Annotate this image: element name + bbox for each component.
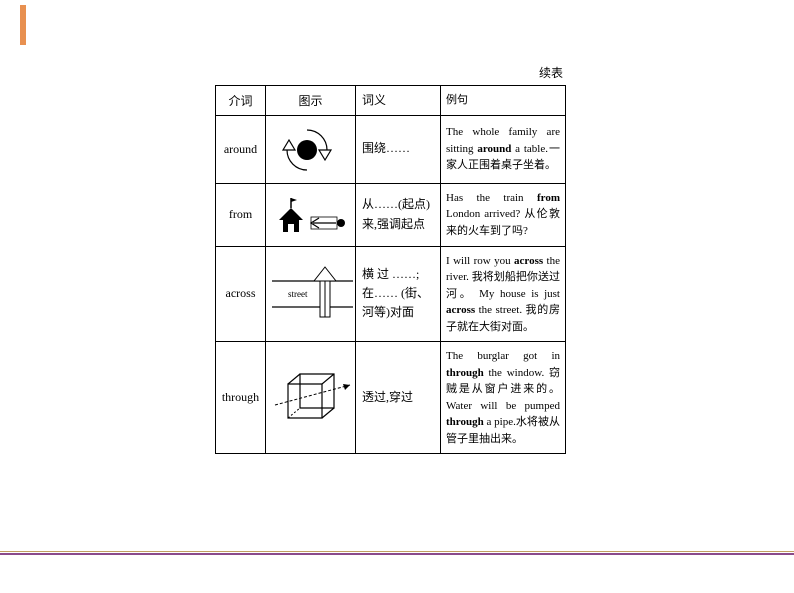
header-example: 例句: [441, 86, 566, 116]
street-label: street: [288, 289, 308, 299]
table-row: through 透过,穿过: [216, 342, 566, 454]
table-container: 续表 介词 图示 词义 例句 around 围绕: [215, 64, 565, 454]
continued-label: 续表: [215, 64, 565, 81]
prep-cell: around: [216, 115, 266, 183]
table-header-row: 介词 图示 词义 例句: [216, 86, 566, 116]
table-row: across street 横 过 ……; 在…… (街、河等)对面 I wil…: [216, 246, 566, 342]
example-cell-around: The whole family are sitting around a ta…: [441, 115, 566, 183]
header-meaning: 词义: [356, 86, 441, 116]
meaning-cell: 透过,穿过: [356, 342, 441, 454]
example-cell-through: The burglar got in through the window. 窃…: [441, 342, 566, 454]
around-icon: [281, 122, 341, 177]
example-cell-from: Has the train from London arrived? 从伦敦来的…: [441, 183, 566, 246]
meaning-cell: 横 过 ……; 在…… (街、河等)对面: [356, 246, 441, 342]
icon-cell-from: [266, 183, 356, 246]
icon-cell-across: street: [266, 246, 356, 342]
footer-divider: [0, 553, 794, 555]
through-icon: [270, 360, 355, 435]
header-preposition: 介词: [216, 86, 266, 116]
table-row: around 围绕…… The whole family are sitting…: [216, 115, 566, 183]
from-icon: [271, 190, 351, 240]
icon-cell-through: [266, 342, 356, 454]
meaning-cell: 围绕……: [356, 115, 441, 183]
preposition-table: 介词 图示 词义 例句 around 围绕…… The who: [215, 85, 566, 454]
example-cell-across: I will row you across the river. 我将划船把你送…: [441, 246, 566, 342]
header-illustration: 图示: [266, 86, 356, 116]
prep-cell: across: [216, 246, 266, 342]
prep-cell: from: [216, 183, 266, 246]
prep-cell: through: [216, 342, 266, 454]
table-row: from 从……(起点)来,强调起点: [216, 183, 566, 246]
meaning-cell: 从……(起点)来,强调起点: [356, 183, 441, 246]
accent-bar: [20, 5, 26, 45]
across-icon: street: [270, 259, 355, 329]
icon-cell-around: [266, 115, 356, 183]
